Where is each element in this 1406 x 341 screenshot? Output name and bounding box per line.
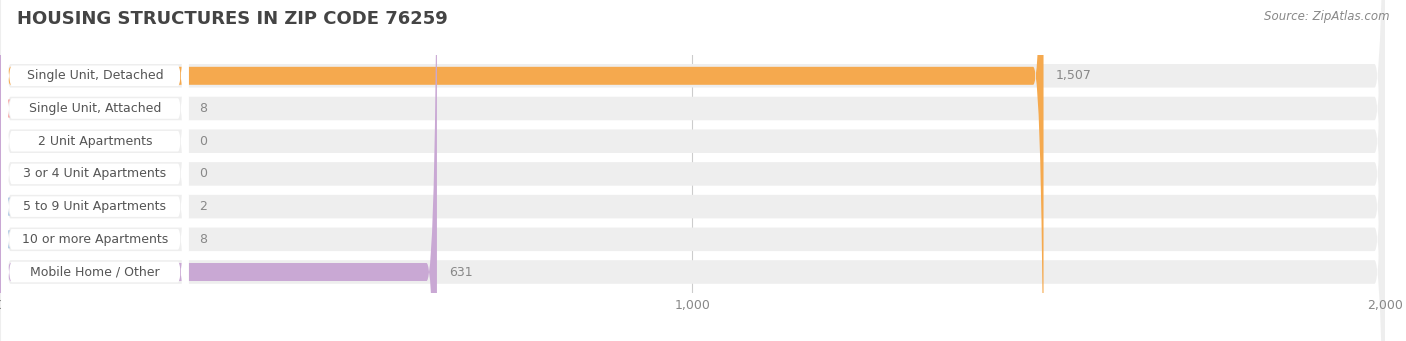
FancyBboxPatch shape (1, 0, 188, 341)
FancyBboxPatch shape (0, 0, 1043, 341)
Text: HOUSING STRUCTURES IN ZIP CODE 76259: HOUSING STRUCTURES IN ZIP CODE 76259 (17, 10, 447, 28)
FancyBboxPatch shape (1, 0, 188, 341)
FancyBboxPatch shape (1, 0, 188, 341)
Text: 8: 8 (200, 233, 208, 246)
Text: 3 or 4 Unit Apartments: 3 or 4 Unit Apartments (24, 167, 166, 180)
Text: 0: 0 (200, 167, 208, 180)
Text: 2: 2 (200, 200, 207, 213)
Text: 0: 0 (200, 135, 208, 148)
FancyBboxPatch shape (1, 0, 188, 341)
Text: 8: 8 (200, 102, 208, 115)
FancyBboxPatch shape (0, 0, 10, 341)
Text: 10 or more Apartments: 10 or more Apartments (21, 233, 167, 246)
FancyBboxPatch shape (1, 0, 188, 341)
Text: Mobile Home / Other: Mobile Home / Other (30, 266, 160, 279)
Text: 1,507: 1,507 (1056, 69, 1092, 82)
Text: Source: ZipAtlas.com: Source: ZipAtlas.com (1264, 10, 1389, 23)
FancyBboxPatch shape (0, 0, 437, 341)
Text: 631: 631 (450, 266, 472, 279)
Text: Single Unit, Detached: Single Unit, Detached (27, 69, 163, 82)
Text: 2 Unit Apartments: 2 Unit Apartments (38, 135, 152, 148)
FancyBboxPatch shape (0, 0, 10, 341)
FancyBboxPatch shape (1, 0, 188, 341)
FancyBboxPatch shape (0, 0, 10, 341)
Text: Single Unit, Attached: Single Unit, Attached (28, 102, 162, 115)
Text: 5 to 9 Unit Apartments: 5 to 9 Unit Apartments (24, 200, 166, 213)
FancyBboxPatch shape (1, 0, 188, 341)
